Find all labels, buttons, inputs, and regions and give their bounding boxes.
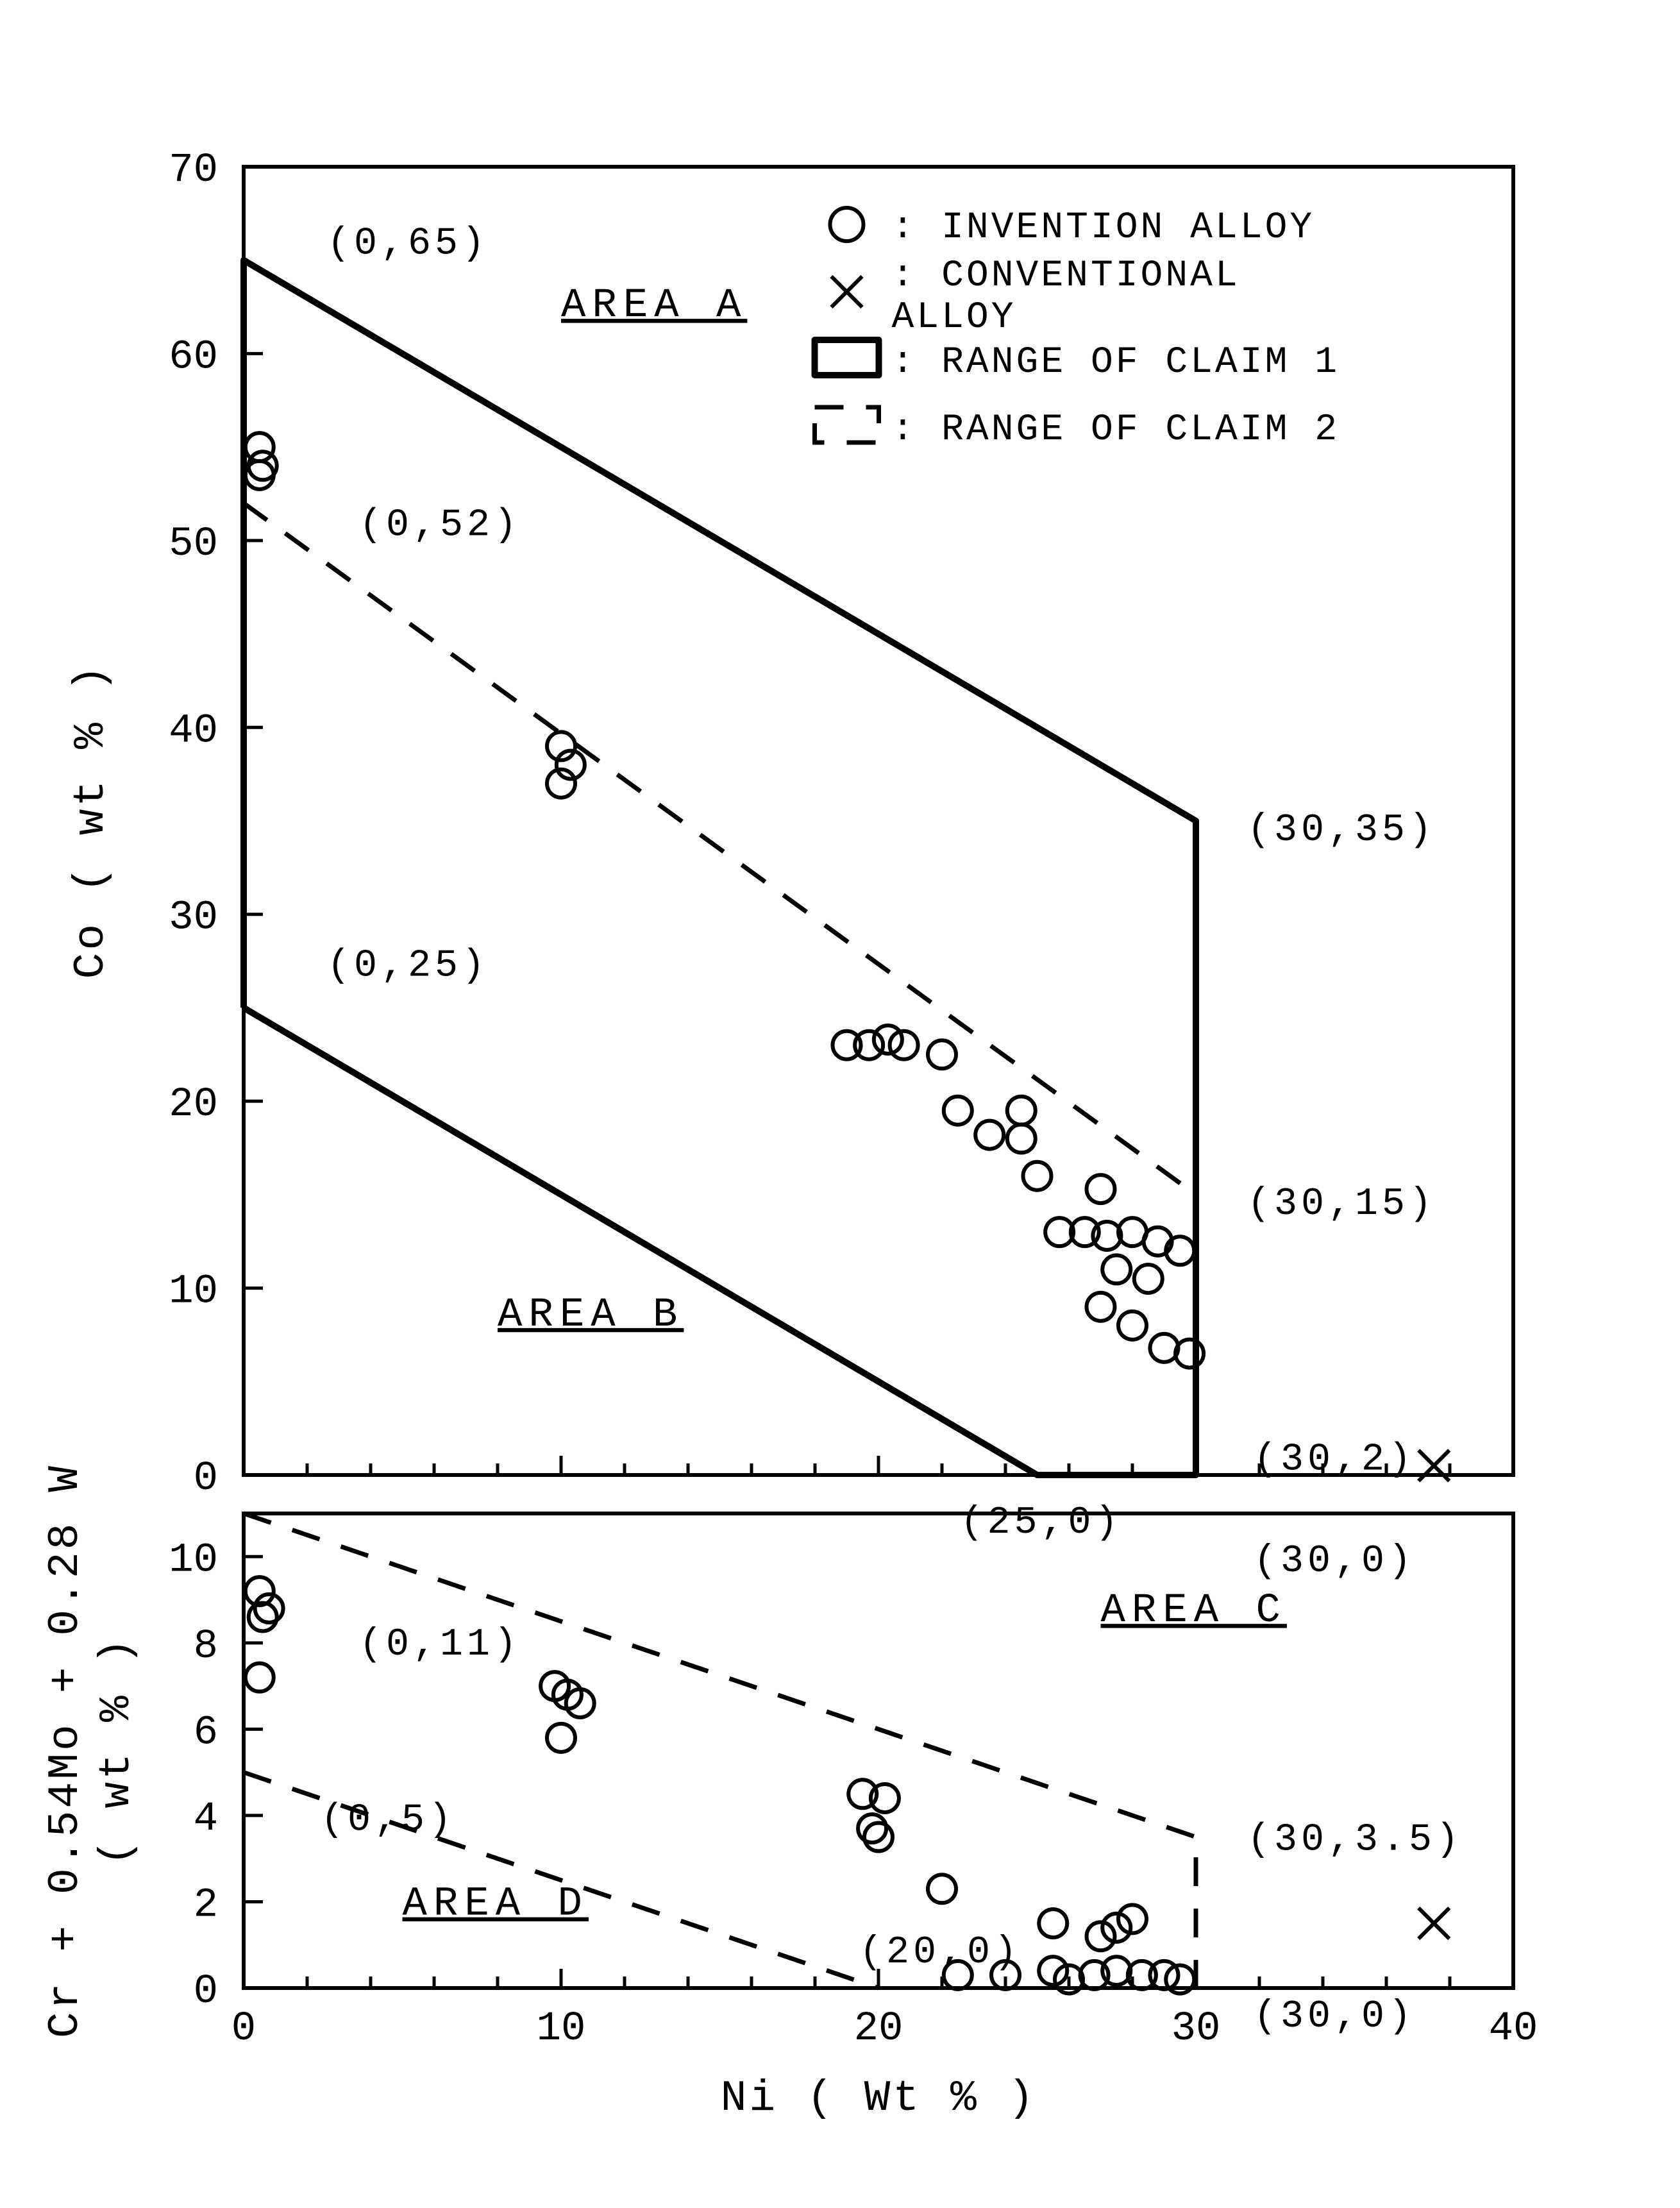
area-label: AREA B bbox=[498, 1292, 684, 1338]
vertex-label: (20,0) bbox=[859, 1931, 1021, 1975]
y-tick-label-top: 70 bbox=[169, 147, 218, 194]
x-tick-label: 10 bbox=[537, 2006, 586, 2052]
legend-claim1: : RANGE OF CLAIM 1 bbox=[892, 342, 1340, 383]
vertex-label: (30,3.5) bbox=[1247, 1819, 1463, 1862]
invention-alloy-point bbox=[858, 1814, 886, 1842]
area-label: AREA C bbox=[1101, 1588, 1287, 1634]
invention-alloy-point bbox=[928, 1040, 956, 1068]
vertex-label: (0,52) bbox=[359, 504, 521, 548]
y-tick-label-bottom: 2 bbox=[194, 1882, 218, 1928]
invention-alloy-point bbox=[249, 1603, 277, 1631]
alloy-phase-diagram: 0 10 20 30 40 0 10 20 30 40 50 60 70 0 2 4 6 8 10 (0,65) (0,… bbox=[0, 0, 1680, 2208]
y-tick-label-bottom: 8 bbox=[194, 1624, 218, 1670]
invention-alloy-point bbox=[1087, 1293, 1115, 1321]
vertex-label: (30,0) bbox=[1254, 1995, 1415, 2039]
invention-alloy-point bbox=[246, 1664, 274, 1692]
invention-alloy-point bbox=[1150, 1334, 1179, 1362]
legend-dashed-icon bbox=[815, 407, 879, 442]
vertex-label: (0,5) bbox=[321, 1799, 455, 1842]
invention-alloy-point bbox=[1175, 1340, 1204, 1368]
invention-alloy-point bbox=[1134, 1265, 1163, 1293]
legend-conventional-1: : CONVENTIONAL bbox=[892, 255, 1240, 297]
invention-alloy-point bbox=[864, 1823, 893, 1851]
x-tick-label: 30 bbox=[1172, 2006, 1221, 2052]
legend-conventional-2: ALLOY bbox=[892, 297, 1016, 339]
y-tick-label-top: 20 bbox=[169, 1082, 218, 1128]
y-tick-label-bottom: 0 bbox=[194, 1969, 218, 2015]
invention-alloy-point bbox=[246, 1577, 274, 1605]
y-tick-label-top: 60 bbox=[169, 334, 218, 380]
y-tick-label-top: 30 bbox=[169, 895, 218, 941]
legend-claim2: : RANGE OF CLAIM 2 bbox=[892, 409, 1340, 451]
invention-alloy-point bbox=[928, 1875, 956, 1903]
y-axis-label-top: Co ( wt % ) bbox=[67, 663, 116, 979]
x-axis-label: Ni ( Wt % ) bbox=[721, 2074, 1037, 2123]
vertex-label: (30,35) bbox=[1247, 809, 1436, 852]
invention-alloy-point bbox=[1039, 1909, 1067, 1937]
y-tick-label-top: 0 bbox=[194, 1456, 218, 1502]
invention-alloy-point bbox=[975, 1121, 1004, 1149]
area-label: AREA A bbox=[561, 283, 747, 329]
y-axis-label-bottom-1: Cr + 0.54Mo + 0.28 W bbox=[41, 1463, 90, 2038]
y-tick-label-top: 50 bbox=[169, 521, 218, 568]
invention-alloy-point bbox=[547, 1724, 575, 1752]
vertex-label: (0,25) bbox=[327, 944, 489, 988]
vertex-label: (25,0) bbox=[961, 1501, 1122, 1545]
vertex-label: (30,0) bbox=[1254, 1540, 1415, 1583]
invention-alloy-point bbox=[1007, 1124, 1036, 1152]
legend-circle-icon bbox=[830, 208, 864, 241]
invention-alloy-point bbox=[890, 1031, 918, 1059]
legend-solid-icon bbox=[815, 340, 879, 375]
invention-alloy-point bbox=[1118, 1311, 1147, 1340]
invention-alloy-point bbox=[1102, 1255, 1130, 1283]
invention-alloy-point bbox=[874, 1025, 902, 1054]
invention-alloy-point bbox=[1007, 1097, 1036, 1125]
y-tick-label-top: 40 bbox=[169, 708, 218, 754]
invention-alloy-point bbox=[246, 461, 274, 489]
y-axis-label-bottom-2: ( wt % ) bbox=[92, 1636, 142, 1866]
invention-alloy-point bbox=[255, 1594, 283, 1622]
claim2-bottom-upper bbox=[244, 1513, 1196, 1988]
x-tick-label: 0 bbox=[231, 2006, 256, 2052]
legend-invention: : INVENTION ALLOY bbox=[892, 207, 1315, 249]
x-tick-label: 20 bbox=[854, 2006, 903, 2052]
y-tick-label-top: 10 bbox=[169, 1269, 218, 1315]
y-tick-label-bottom: 6 bbox=[194, 1710, 218, 1756]
vertex-label: (0,11) bbox=[359, 1623, 521, 1667]
invention-alloy-point bbox=[944, 1097, 972, 1125]
area-label: AREA D bbox=[403, 1882, 589, 1928]
invention-alloy-point bbox=[1087, 1175, 1115, 1203]
y-tick-label-bottom: 4 bbox=[194, 1796, 218, 1842]
vertex-label: (30,15) bbox=[1247, 1183, 1436, 1226]
x-tick-label: 40 bbox=[1489, 2006, 1538, 2052]
invention-alloy-point bbox=[1023, 1162, 1052, 1190]
vertex-label: (0,65) bbox=[327, 223, 489, 266]
y-tick-label-bottom: 10 bbox=[169, 1537, 218, 1583]
vertex-label: (30,2) bbox=[1254, 1438, 1415, 1482]
